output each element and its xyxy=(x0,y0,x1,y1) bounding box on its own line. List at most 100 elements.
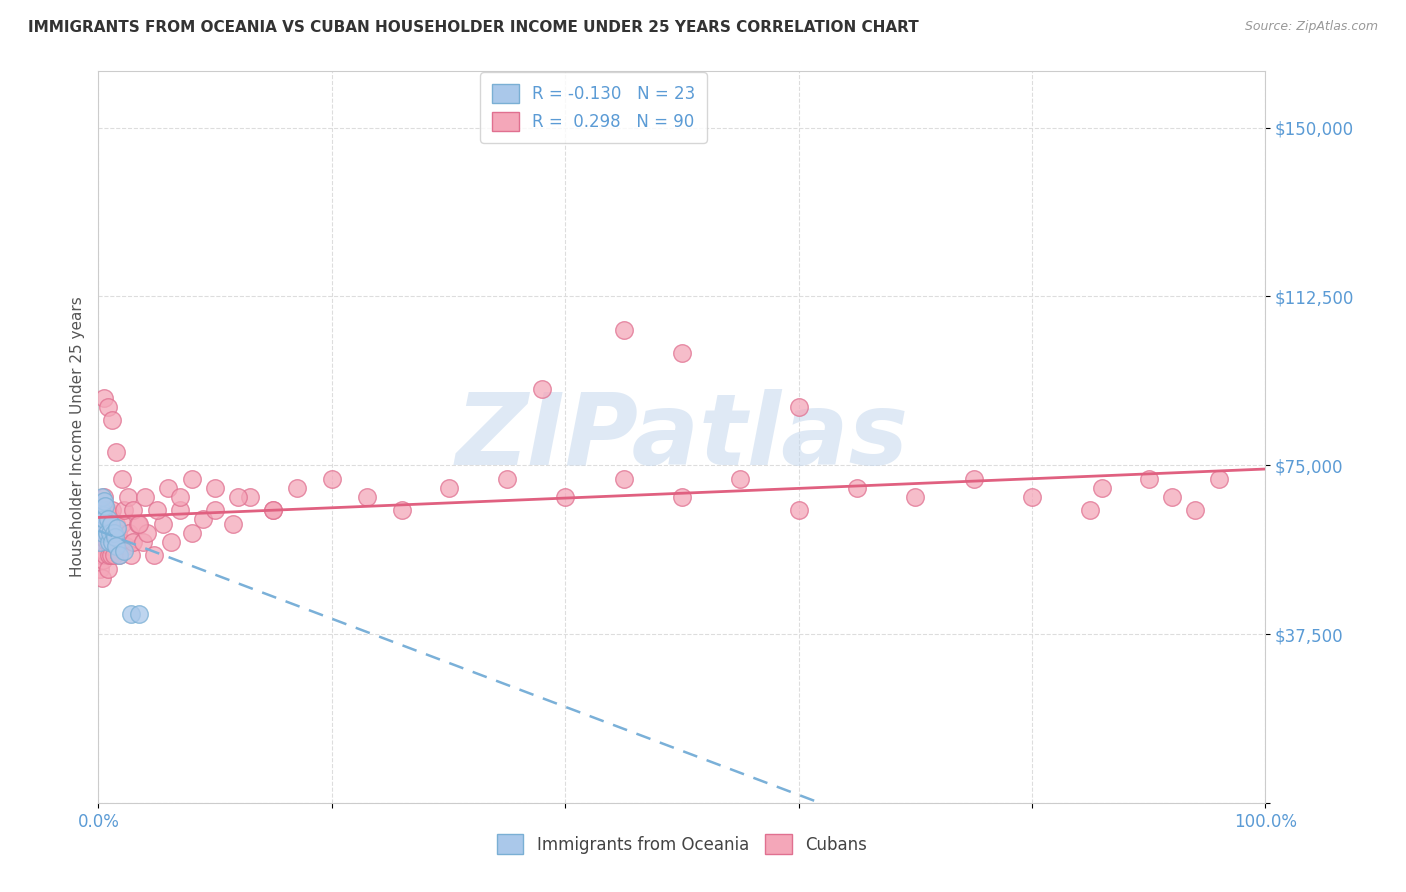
Point xyxy=(91,525,114,540)
Point xyxy=(90,571,112,585)
Point xyxy=(120,607,142,621)
Point xyxy=(104,444,127,458)
Point xyxy=(962,472,984,486)
Point xyxy=(105,521,128,535)
Point xyxy=(128,607,150,621)
Point xyxy=(117,490,139,504)
Point xyxy=(91,525,114,540)
Point xyxy=(89,534,111,549)
Point xyxy=(97,512,120,526)
Point xyxy=(136,525,159,540)
Point xyxy=(90,539,112,553)
Point xyxy=(104,516,127,531)
Point xyxy=(193,512,215,526)
Point xyxy=(1137,472,1160,486)
Point xyxy=(127,516,149,531)
Point xyxy=(115,539,138,553)
Point xyxy=(1184,503,1206,517)
Point xyxy=(90,512,112,526)
Point xyxy=(554,490,576,504)
Point xyxy=(101,534,124,549)
Point xyxy=(671,345,693,359)
Point xyxy=(613,323,636,337)
Point xyxy=(105,539,128,553)
Point xyxy=(101,534,124,549)
Legend: Immigrants from Oceania, Cubans: Immigrants from Oceania, Cubans xyxy=(489,828,875,860)
Point xyxy=(107,525,129,540)
Point xyxy=(143,548,166,562)
Point xyxy=(101,413,124,427)
Text: ZIPatlas: ZIPatlas xyxy=(456,389,908,485)
Point xyxy=(1208,472,1230,486)
Point xyxy=(97,516,120,531)
Point xyxy=(613,472,636,486)
Point xyxy=(221,516,243,531)
Point xyxy=(1161,490,1184,504)
Point xyxy=(111,516,134,531)
Point xyxy=(90,516,112,531)
Point xyxy=(97,562,120,576)
Point xyxy=(239,490,262,504)
Point xyxy=(204,481,226,495)
Point xyxy=(180,472,202,486)
Point xyxy=(846,481,869,495)
Point xyxy=(97,400,120,414)
Point xyxy=(91,553,114,567)
Point xyxy=(122,534,145,549)
Point xyxy=(93,543,115,558)
Point xyxy=(180,525,202,540)
Point xyxy=(96,534,118,549)
Point xyxy=(122,503,145,517)
Point xyxy=(356,490,378,504)
Point xyxy=(437,481,460,495)
Point xyxy=(89,562,111,576)
Point xyxy=(103,525,125,540)
Point xyxy=(100,516,122,531)
Point xyxy=(112,503,135,517)
Point xyxy=(93,512,115,526)
Point xyxy=(671,490,693,504)
Point xyxy=(100,525,122,540)
Point xyxy=(110,534,132,549)
Point xyxy=(132,534,155,549)
Point xyxy=(787,503,810,517)
Point xyxy=(96,503,118,517)
Point xyxy=(101,503,124,517)
Point xyxy=(530,382,553,396)
Point xyxy=(97,534,120,549)
Point xyxy=(104,534,127,549)
Point xyxy=(93,494,115,508)
Point xyxy=(730,472,752,486)
Point xyxy=(118,525,141,540)
Point xyxy=(204,503,226,517)
Point xyxy=(1091,481,1114,495)
Point xyxy=(228,490,250,504)
Text: Source: ZipAtlas.com: Source: ZipAtlas.com xyxy=(1244,20,1378,33)
Point xyxy=(89,534,111,549)
Point xyxy=(108,548,131,562)
Point xyxy=(146,503,169,517)
Point xyxy=(159,534,181,549)
Point xyxy=(112,543,135,558)
Point xyxy=(90,525,112,540)
Text: IMMIGRANTS FROM OCEANIA VS CUBAN HOUSEHOLDER INCOME UNDER 25 YEARS CORRELATION C: IMMIGRANTS FROM OCEANIA VS CUBAN HOUSEHO… xyxy=(28,20,920,35)
Y-axis label: Householder Income Under 25 years: Householder Income Under 25 years xyxy=(69,297,84,577)
Point xyxy=(94,499,117,513)
Point xyxy=(103,548,125,562)
Point xyxy=(93,490,115,504)
Point xyxy=(111,472,134,486)
Point xyxy=(91,508,114,522)
Point xyxy=(152,516,174,531)
Point xyxy=(321,472,343,486)
Point xyxy=(108,548,131,562)
Point xyxy=(93,391,115,405)
Point xyxy=(97,548,120,562)
Point xyxy=(96,525,118,540)
Point xyxy=(90,548,112,562)
Point xyxy=(134,490,156,504)
Point xyxy=(90,490,112,504)
Point xyxy=(90,503,112,517)
Point xyxy=(94,525,117,540)
Point xyxy=(1021,490,1043,504)
Point xyxy=(904,490,927,504)
